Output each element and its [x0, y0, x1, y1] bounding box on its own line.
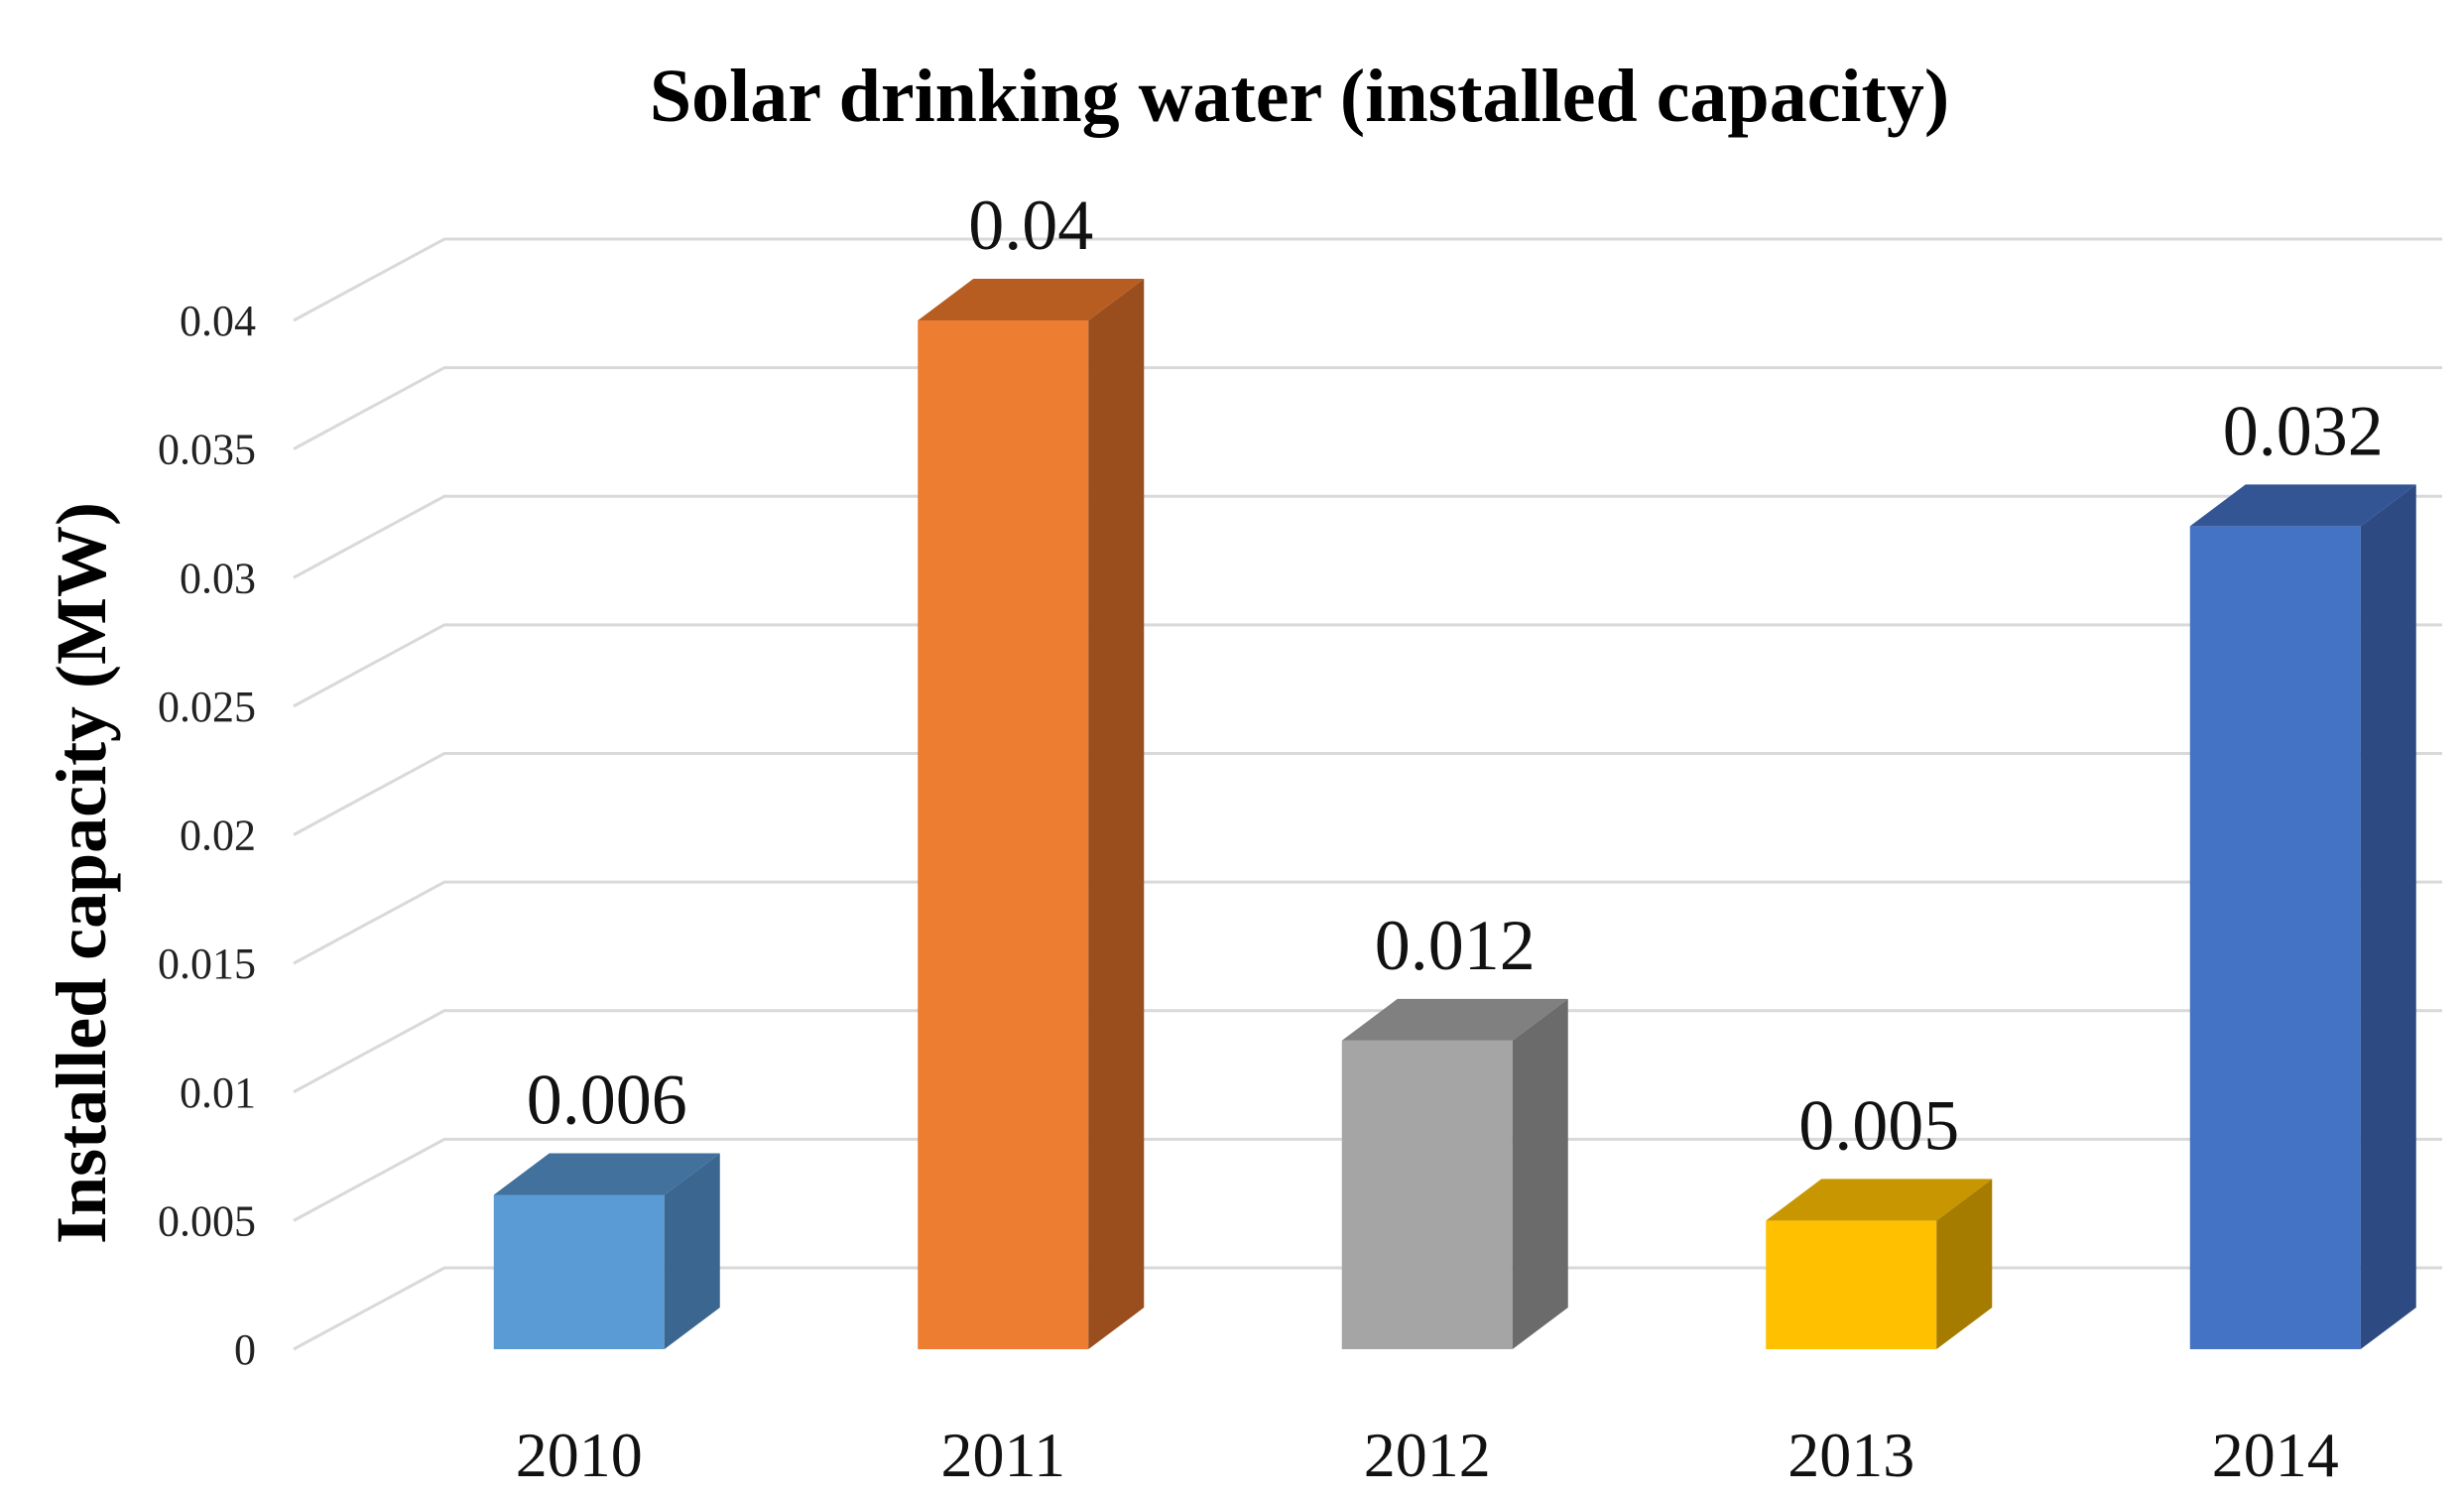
data-label: 0.04 [968, 186, 1093, 265]
bar-side-face [1088, 279, 1145, 1349]
y-tick-label: 0 [234, 1325, 256, 1374]
bar-2012 [1341, 998, 1568, 1349]
bar-2013 [1766, 1179, 1993, 1349]
x-tick-label: 2014 [2212, 1420, 2339, 1490]
bar-2011 [918, 279, 1145, 1349]
x-tick-label: 2011 [940, 1420, 1065, 1490]
data-label: 0.006 [527, 1060, 687, 1139]
y-tick-label: 0.035 [158, 426, 256, 474]
y-tick-label: 0.015 [158, 939, 256, 988]
gridline [293, 1009, 2442, 1094]
bar-2010 [493, 1153, 720, 1349]
data-label: 0.005 [1798, 1085, 1959, 1165]
bar-side-face [1936, 1179, 1993, 1349]
y-tick-label: 0.025 [158, 683, 256, 731]
bar-front-face [1766, 1220, 1937, 1349]
bars [493, 279, 2416, 1349]
gridline [293, 237, 2442, 322]
bar-side-face [1512, 998, 1568, 1349]
gridline [293, 494, 2442, 579]
bar-side-face [2360, 484, 2416, 1349]
bar-front-face [2189, 526, 2361, 1349]
bar-front-face [918, 320, 1089, 1349]
data-label: 0.032 [2223, 391, 2384, 470]
x-tick-label: 2010 [516, 1420, 643, 1490]
data-label: 0.012 [1375, 906, 1536, 985]
bar-top-face [1341, 998, 1568, 1041]
bar-front-face [493, 1194, 665, 1349]
gridlines [293, 237, 2442, 1351]
bar-top-face [1766, 1179, 1993, 1221]
chart-title: Solar drinking water (installed capacity… [650, 55, 1949, 138]
bar-2014 [2189, 484, 2416, 1349]
gridline [293, 880, 2442, 965]
y-tick-label: 0.03 [180, 554, 256, 602]
gridline [293, 1137, 2442, 1222]
y-tick-label: 0.005 [158, 1196, 256, 1245]
y-tick-label: 0.04 [180, 297, 256, 345]
x-axis-ticks: 2010 2011 2012 2013 2014 [516, 1420, 2339, 1490]
bar-top-face [2189, 484, 2416, 527]
bar-top-face [493, 1153, 720, 1195]
x-tick-label: 2012 [1364, 1420, 1491, 1490]
y-axis-ticks: 0 0.005 0.01 0.015 0.02 0.025 0.03 0.035 0.04 [158, 297, 256, 1374]
y-tick-label: 0.01 [180, 1068, 256, 1117]
bar-top-face [918, 279, 1145, 320]
x-tick-label: 2013 [1787, 1420, 1914, 1490]
gridline [293, 752, 2442, 836]
y-tick-label: 0.02 [180, 812, 256, 860]
gridline [293, 366, 2442, 450]
bar-side-face [664, 1153, 720, 1349]
y-axis-label: Installed capacity (MW) [42, 502, 121, 1244]
gridline [293, 623, 2442, 708]
data-labels: 0.006 0.04 0.012 0.005 0.032 [527, 186, 2384, 1165]
bar-front-face [1341, 1040, 1513, 1349]
